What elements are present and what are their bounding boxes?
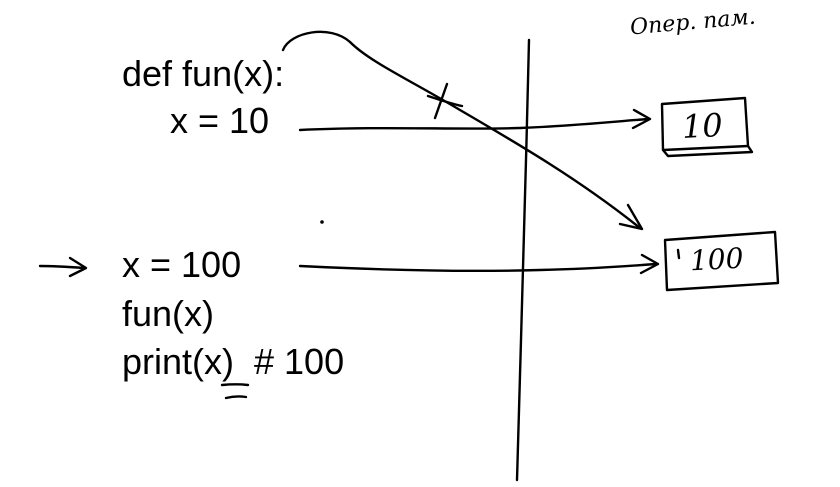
memory-divider-line bbox=[515, 38, 531, 482]
print-x-underline bbox=[220, 383, 250, 387]
arrowhead-inner bbox=[631, 108, 652, 130]
arrowhead-outer bbox=[639, 253, 660, 275]
arrow-param-x-to-100 bbox=[281, 30, 642, 230]
memory-box-10-shadow bbox=[661, 144, 754, 158]
print-x-underline-2 bbox=[224, 395, 248, 400]
arrow-inner-x-to-10 bbox=[298, 117, 650, 132]
code-print-line: print(x) # 100 bbox=[122, 341, 345, 382]
stray-dot bbox=[320, 220, 324, 224]
code-call-line: fun(x) bbox=[122, 293, 215, 334]
memory-value-10: 10 bbox=[681, 105, 724, 147]
current-line-pointer bbox=[38, 264, 86, 270]
memory-box-100 bbox=[663, 230, 780, 292]
code-def-line: def fun(x): bbox=[122, 53, 285, 94]
memory-value-100: 100 bbox=[689, 241, 745, 278]
current-line-pointer-head bbox=[68, 256, 88, 278]
arrowhead-param bbox=[618, 203, 644, 231]
code-assign-outer: x = 100 bbox=[122, 244, 242, 285]
cross-mark-bar bbox=[426, 94, 464, 108]
arrow-outer-x-to-100 bbox=[298, 262, 658, 272]
code-assign-inner: x = 10 bbox=[170, 100, 270, 141]
memory-box-100-tick bbox=[676, 248, 681, 260]
